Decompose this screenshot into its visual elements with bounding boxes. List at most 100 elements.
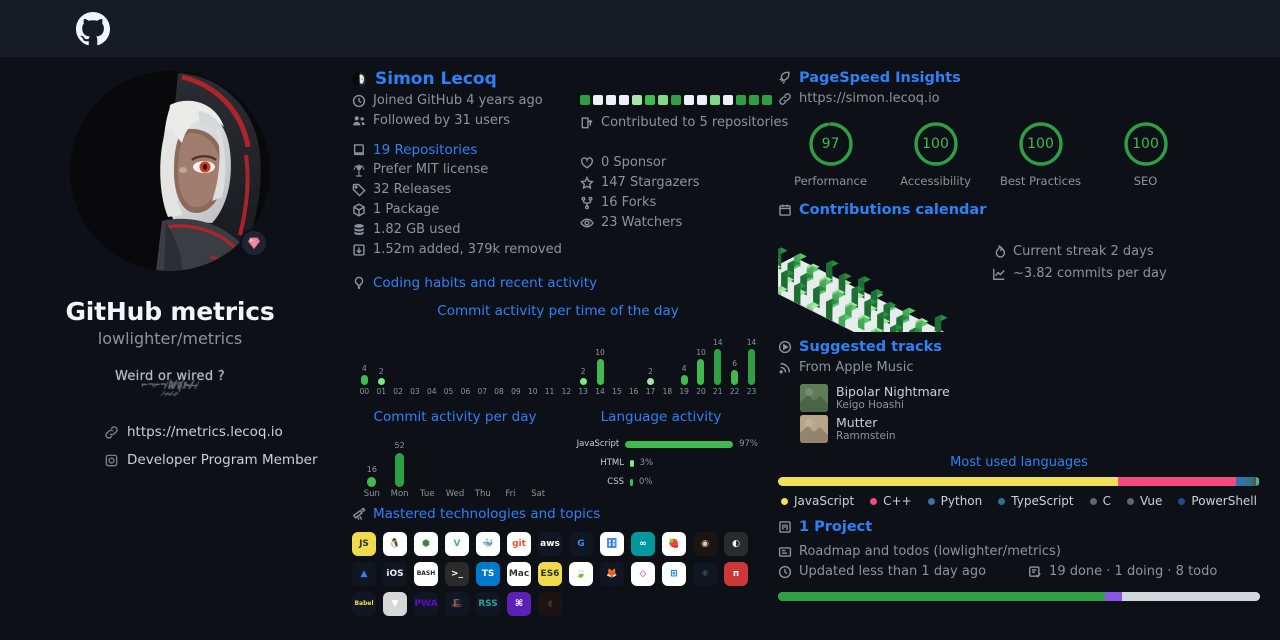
disk-row: 1.82 GB used [352,221,564,239]
language-legend-label: TypeScript [1011,494,1074,508]
contribution-stats-block: Contributed to 5 repositories 0 Sponsor … [580,69,788,292]
hours-axis-tick: 12 [561,387,572,396]
project-counts: 19 done · 1 doing · 8 todo [1049,564,1218,579]
npm-icon[interactable]: п [724,562,748,586]
repo-push-icon [581,117,593,129]
joined-row: Joined GitHub 4 years ago [352,92,564,110]
days-bar-column: 52 [386,435,414,487]
tag-icon [352,183,366,197]
bash-icon[interactable]: BASH [414,562,438,586]
language-legend-item: C++ [870,494,912,508]
docker-icon[interactable]: 🐳 [476,532,500,556]
license-row: Prefer MIT license [352,161,564,179]
pagespeed-title-row[interactable]: PageSpeed Insights [778,69,1260,87]
streak-row: Current streak 2 days [992,243,1167,261]
terminal-icon[interactable]: >_ [445,562,469,586]
language-bar-segment [1245,477,1254,486]
calendar-title-row[interactable]: Contributions calendar [778,201,1260,219]
es6-icon[interactable]: ES6 [538,562,562,586]
project-description: Roadmap and todos (lowlighter/metrics) [799,544,1061,559]
days-bar-column [524,435,552,487]
windows-icon[interactable]: ⊞ [662,562,686,586]
hours-bar-value: 14 [713,338,723,347]
user-name: Simon Lecoq [375,69,497,89]
firefox-icon[interactable]: 🦊 [600,562,624,586]
database-icon[interactable]: 🗄 [600,532,624,556]
releases-label: 32 Releases [373,182,452,197]
calendar-title: Contributions calendar [799,202,987,218]
github-icon[interactable]: ◉ [693,532,717,556]
project-title-row[interactable]: 1 Project [778,518,1260,536]
mongodb-icon[interactable]: 🍃 [569,562,593,586]
days-bar-column: 16 [358,435,386,487]
language-legend-dot [870,497,878,505]
hours-axis-tick: 17 [645,387,656,396]
pagespeed-score-item: 100 SEO [1093,120,1198,188]
repositories-row[interactable]: 19 Repositories [352,141,564,159]
tracks-title-row[interactable]: Suggested tracks [778,338,1260,356]
raspberrypi-icon[interactable]: 🍓 [662,532,686,556]
pytorch-icon[interactable]: ⌘ [507,592,531,616]
nodejs-icon[interactable]: ⬢ [414,532,438,556]
javascript-icon[interactable]: JS [352,532,376,556]
vue-icon[interactable]: V [445,532,469,556]
hours-bar-column: 14 [709,331,726,385]
stargazers-label: 147 Stargazers [601,175,700,190]
track-item[interactable]: Bipolar Nightmare Keigo Hoashi [778,384,1260,412]
hours-bar-column: 6 [726,331,743,385]
graphql-icon[interactable]: ◇ [631,562,655,586]
pwa-icon[interactable]: PWA [414,592,438,616]
package-icon [353,203,365,217]
ios-icon[interactable]: iOS [383,562,407,586]
clock-icon [352,94,366,108]
git-icon[interactable]: git [507,532,531,556]
hours-bar-column [474,331,491,385]
hours-bar-column: 4 [356,331,373,385]
pagespeed-ring: 100 [1017,120,1065,168]
project-updated: Updated less than 1 day ago [799,564,987,579]
pagespeed-ring: 97 [807,120,855,168]
redhat-icon[interactable]: 🎩 [445,592,469,616]
technologies-row[interactable]: Mastered technologies and topics [352,505,764,523]
aws-icon[interactable]: aws [538,532,562,556]
eye-icon [580,218,594,228]
google-icon[interactable]: G [569,532,593,556]
profile-sidebar: GitHub metrics lowlighter/metrics Weird … [0,57,340,640]
days-bar-column [469,435,497,487]
hours-axis-tick: 14 [595,387,605,396]
pagespeed-url-row[interactable]: https://simon.lecoq.io [778,90,1260,108]
link-icon [779,93,791,105]
diff-icon [353,244,365,256]
hours-axis-tick: 00 [359,387,370,396]
gatsby-icon[interactable]: ▼ [383,592,407,616]
language-activity-bar [630,459,634,467]
hours-bar-column [507,331,524,385]
pagespeed-value: 100 [1027,136,1054,152]
diff-label: 1.52m added, 379k removed [373,242,562,257]
contribution-square [593,95,603,105]
project-progress-bar [778,592,1260,601]
hours-bar-column [541,331,558,385]
hours-axis-tick: 03 [410,387,420,396]
track-item[interactable]: Mutter Rammstein [778,415,1260,443]
macos-icon[interactable]: Mac [507,562,531,586]
hours-axis-tick: 20 [696,387,706,396]
arduino-icon[interactable]: ∞ [631,532,655,556]
language-bar-segment [1258,477,1260,486]
contribution-square [762,95,772,105]
rss-icon[interactable]: RSS [476,592,500,616]
hours-bar-column: 10 [693,331,710,385]
user-header[interactable]: Simon Lecoq [352,69,564,89]
moon-icon[interactable]: ◖ [538,592,562,616]
azure-icon[interactable]: ▲ [352,562,376,586]
website-row[interactable]: https://metrics.lecoq.io [20,424,320,440]
electron-icon[interactable]: ⚛ [693,562,717,586]
typescript-icon[interactable]: TS [476,562,500,586]
language-legend-dot [927,497,935,505]
linux-icon[interactable]: 🐧 [383,532,407,556]
opera-icon[interactable]: ◐ [724,532,748,556]
pagespeed-value: 100 [922,136,949,152]
habits-row[interactable]: Coding habits and recent activity [352,274,597,292]
track-artwork [800,415,828,443]
babel-icon[interactable]: Babel [352,592,376,616]
